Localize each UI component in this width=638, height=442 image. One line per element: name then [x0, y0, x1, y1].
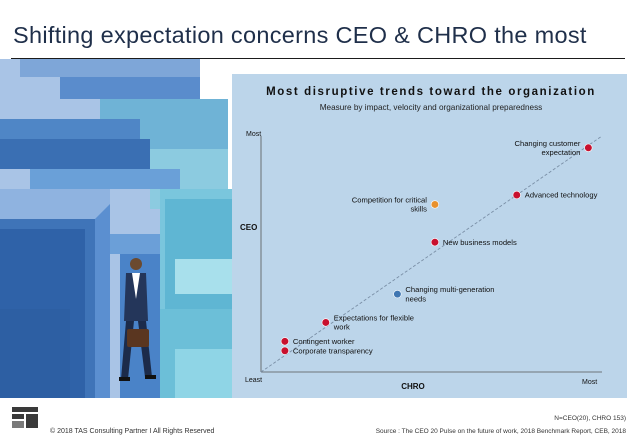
- point-new-business-models: [430, 238, 440, 247]
- chart-panel: [232, 74, 627, 398]
- point-expectations-for-flexible-work: [321, 318, 330, 327]
- x-axis-label: CHRO: [401, 382, 425, 391]
- title-divider: [11, 58, 625, 59]
- x-tick-most: Most: [582, 379, 597, 386]
- point-label-changing-customer-expectation: Changing customer expectation: [515, 139, 581, 157]
- page-title: Shifting expectation concerns CEO & CHRO…: [13, 22, 587, 48]
- point-changing-customer-expectation: [584, 143, 593, 152]
- point-contingent-worker: [280, 337, 289, 346]
- y-tick-least: Least: [245, 377, 262, 384]
- chart-title: Most disruptive trends toward the organi…: [266, 86, 596, 98]
- point-changing-multi-generation-needs: [393, 290, 402, 299]
- point-corporate-transparency: [280, 346, 289, 355]
- point-label-corporate-transparency: Corporate transparency: [293, 346, 373, 355]
- diagonal-reference-line: [260, 135, 603, 373]
- y-axis-label: CEO: [240, 223, 257, 232]
- source-note: Source : The CEO 20 Pulse on the future …: [375, 428, 626, 435]
- company-logo: [12, 407, 38, 428]
- y-tick-most: Most: [246, 131, 261, 138]
- points-layer: Changing customer expectation Competition …: [280, 139, 598, 355]
- point-label-advanced-technology: Advanced technology: [525, 191, 598, 200]
- point-label-competition-for-critical-skills: Competition for critical skills: [352, 195, 427, 213]
- point-label-new-business-models: New business models: [443, 238, 517, 247]
- copyright-text: © 2018 TAS Consulting Partner I All Righ…: [50, 428, 215, 435]
- point-competition-for-critical-skills: [430, 200, 440, 209]
- scatter-chart: Most disruptive trends toward the organi…: [240, 86, 603, 391]
- point-label-changing-multi-generation-needs: Changing multi-generation needs: [405, 285, 494, 303]
- maze-illustration: [0, 59, 232, 398]
- point-advanced-technology: [512, 190, 521, 200]
- sample-size-note: N=CEO(20), CHRO 153): [554, 415, 626, 422]
- point-label-contingent-worker: Contingent worker: [293, 337, 355, 346]
- chart-subtitle: Measure by impact, velocity and organiza…: [320, 103, 543, 112]
- point-label-expectations-for-flexible-work: Expectations for flexible work: [333, 313, 414, 331]
